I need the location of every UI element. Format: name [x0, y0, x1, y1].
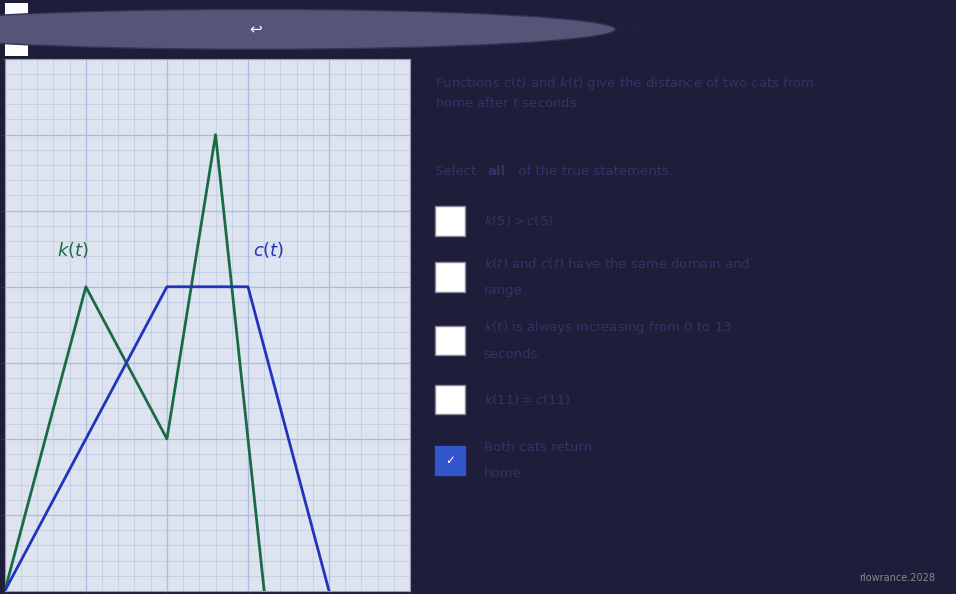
Bar [5, 3, 29, 56]
Text: Tт: Tт [92, 23, 107, 36]
Text: of the true statements.: of the true statements. [513, 165, 673, 178]
Text: /: / [14, 22, 20, 37]
Text: $k(5) > c(5)$: $k(5) > c(5)$ [484, 213, 554, 229]
Text: ↩: ↩ [250, 22, 262, 37]
Text: $k(11) = c(11)$: $k(11) = c(11)$ [484, 392, 570, 407]
Bar [435, 446, 465, 475]
Text: /: / [54, 23, 59, 36]
Text: $k(t)$ is always increasing from 0 to 13: $k(t)$ is always increasing from 0 to 13 [484, 319, 731, 336]
Bar [435, 326, 465, 355]
Text: $k(t)$ and $c(t)$ have the same domain and: $k(t)$ and $c(t)$ have the same domain a… [484, 256, 750, 271]
Text: rlowrance.2028: rlowrance.2028 [859, 573, 935, 583]
Text: Both cats return: Both cats return [484, 441, 592, 454]
Text: home.: home. [484, 467, 526, 481]
Text: ✕: ✕ [374, 23, 384, 36]
Text: √±: √± [147, 23, 165, 36]
Text: ▾: ▾ [291, 24, 296, 34]
Text: $c(t)$: $c(t)$ [252, 241, 284, 260]
Bar [435, 385, 465, 414]
Bar [435, 206, 465, 236]
Text: Select: Select [435, 165, 481, 178]
Text: range.: range. [484, 284, 527, 296]
Text: Problem 6: Looking Back: Problem 6: Looking Back [467, 20, 640, 34]
Text: ⊘: ⊘ [203, 23, 213, 36]
Bar [435, 262, 465, 292]
Text: seconds.: seconds. [484, 347, 542, 361]
Text: $k(t)$: $k(t)$ [56, 241, 89, 260]
Text: all: all [487, 165, 505, 178]
Text: ↺: ↺ [345, 23, 356, 36]
Circle shape [0, 10, 616, 49]
Text: Functions $c(t)$ and $k(t)$ give the distance of two cats from
home after $t$ se: Functions $c(t)$ and $k(t)$ give the dis… [435, 74, 815, 110]
Text: ✓: ✓ [445, 454, 455, 467]
Text: ⌒: ⌒ [318, 23, 326, 36]
